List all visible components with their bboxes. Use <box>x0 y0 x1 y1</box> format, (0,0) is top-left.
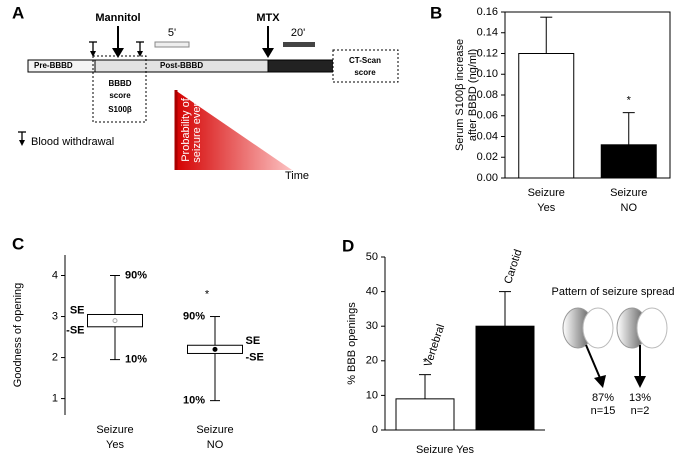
y-tick-label: 0 <box>372 424 378 436</box>
box-text: score <box>109 91 131 100</box>
y-axis-label: after BBBD (ng/ml) <box>467 49 479 141</box>
y-axis-label: Goodness of opening <box>12 283 24 388</box>
time-label: 20' <box>291 27 305 39</box>
x-tick-label: Seizure <box>196 424 233 436</box>
dashed-box <box>92 55 147 123</box>
bar <box>475 325 535 431</box>
x-tick-label: Yes <box>106 439 124 451</box>
y-tick-label: 40 <box>366 286 378 298</box>
arrowhead <box>112 48 124 58</box>
y-tick-label: 10 <box>366 389 378 401</box>
y-tick-label: 3 <box>52 310 58 322</box>
y-tick-label: 0.02 <box>477 151 498 163</box>
box-label: -SE <box>66 325 84 337</box>
significance-star: * <box>627 95 632 107</box>
box-label: 10% <box>183 395 205 407</box>
dashed-box <box>332 49 399 83</box>
box-text: S100β <box>108 105 132 114</box>
mean-marker <box>212 346 218 352</box>
y-tick-label: 2 <box>52 351 58 363</box>
triangle-label: Probability of <box>180 97 192 162</box>
bar <box>395 398 455 431</box>
bar <box>518 53 575 179</box>
mean-marker <box>112 318 118 324</box>
x-tick-label: NO <box>207 439 224 451</box>
y-tick-label: 4 <box>52 269 58 281</box>
legend-label: Blood withdrawal <box>31 136 114 148</box>
y-tick-label: 0.04 <box>477 130 498 142</box>
x-tick-label: Carotid <box>502 248 524 285</box>
x-tick-label: Yes <box>537 202 555 214</box>
mtx-label: MTX <box>256 12 280 24</box>
x-tick-label: Seizure <box>96 424 133 436</box>
box-label: -SE <box>246 351 264 363</box>
time-bar <box>283 42 315 47</box>
significance-star: * <box>205 288 210 300</box>
arrowhead <box>262 48 274 58</box>
box-label: 90% <box>183 310 205 322</box>
significance-star: * <box>423 357 428 369</box>
arrowhead <box>19 140 25 146</box>
x-tick-label: NO <box>621 202 638 214</box>
triangle-label: seizure event <box>191 97 203 162</box>
y-tick-label: 30 <box>366 320 378 332</box>
x-tick-label: Seizure <box>610 187 647 199</box>
arrowhead <box>137 51 143 57</box>
bar <box>600 144 657 179</box>
y-tick-label: 0.10 <box>477 68 498 80</box>
probability-triangle <box>175 90 292 170</box>
spread-label: n=15 <box>591 405 616 417</box>
panel-label: C <box>12 234 24 253</box>
box-text: BBBD <box>108 79 131 88</box>
mannitol-label: Mannitol <box>95 12 140 24</box>
y-tick-label: 0.00 <box>477 172 498 184</box>
box-label: 10% <box>125 354 147 366</box>
y-tick-label: 20 <box>366 355 378 367</box>
post-label: Post-BBBD <box>160 61 203 70</box>
y-axis-label: Serum S100β increase <box>454 39 466 151</box>
spread-label: 13% <box>629 392 651 404</box>
spread-label: 87% <box>592 392 614 404</box>
arrowhead <box>90 51 96 57</box>
time-bar <box>154 41 190 48</box>
panel-label: A <box>12 3 24 22</box>
y-axis-label: % BBB openings <box>346 302 358 385</box>
x-tick-label: Seizure <box>528 187 565 199</box>
x-axis-label: Seizure Yes <box>416 444 475 456</box>
box-text: CT-Scan <box>349 56 381 65</box>
brain-icons <box>562 307 668 388</box>
y-tick-label: 0.12 <box>477 47 498 59</box>
y-tick-label: 0.08 <box>477 89 498 101</box>
box-label: 90% <box>125 269 147 281</box>
y-tick-label: 50 <box>366 251 378 263</box>
y-tick-label: 1 <box>52 392 58 404</box>
time-label: 5' <box>168 27 176 39</box>
spread-title: Pattern of seizure spread <box>552 286 675 298</box>
box-text: score <box>354 68 376 77</box>
mtx-segment <box>267 59 341 73</box>
box-label: SE <box>246 335 261 347</box>
panel-label: B <box>430 3 442 22</box>
box-label: SE <box>70 304 85 316</box>
spread-label: n=2 <box>631 405 650 417</box>
panel-label: D <box>342 236 354 255</box>
y-tick-label: 0.06 <box>477 110 498 122</box>
withdrawal-markers <box>18 41 144 141</box>
y-tick-label: 0.16 <box>477 6 498 18</box>
time-axis-label: Time <box>285 170 309 182</box>
y-tick-label: 0.14 <box>477 27 498 39</box>
pre-label: Pre-BBBD <box>34 61 73 70</box>
